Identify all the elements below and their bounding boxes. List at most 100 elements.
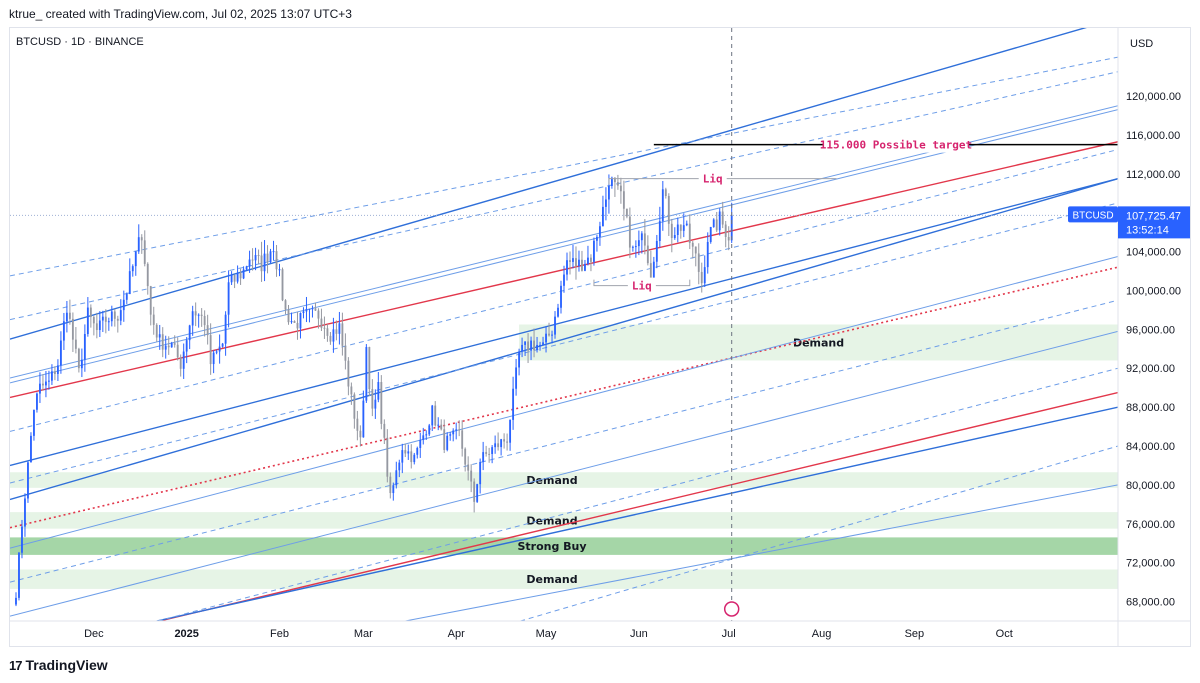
candle-body	[161, 334, 164, 350]
x-tick-label: Oct	[996, 628, 1013, 640]
candle-body	[83, 334, 86, 360]
x-tick-label: Dec	[84, 628, 104, 640]
candle-body	[233, 274, 236, 282]
price-label-value: 107,725.47	[1126, 210, 1181, 222]
x-tick-label: Mar	[354, 628, 373, 640]
candle-body	[140, 237, 143, 241]
candle-body	[260, 255, 263, 272]
zone-label: Strong Buy	[517, 540, 586, 553]
candle-body	[670, 223, 673, 238]
candle-body	[314, 308, 317, 311]
candle-body	[727, 236, 730, 241]
liq-label-bg	[627, 277, 656, 294]
trend-line	[156, 406, 1118, 621]
candle-body	[344, 345, 347, 361]
candle-body	[317, 310, 320, 319]
candle-body	[113, 311, 116, 319]
chart-credit: ktrue_ created with TradingView.com, Jul…	[9, 7, 352, 21]
candle-body	[572, 258, 574, 262]
candle-body	[371, 389, 374, 409]
candle-body	[640, 233, 643, 241]
candle-body	[392, 485, 395, 494]
candle-body	[422, 435, 425, 441]
candle-body	[602, 206, 604, 227]
x-tick-label: Apr	[448, 628, 465, 640]
candle-body	[530, 340, 532, 351]
candle-body	[386, 437, 389, 477]
candle-body	[50, 371, 53, 381]
candle-body	[712, 219, 715, 227]
candle-body	[275, 251, 278, 270]
candle-body	[500, 439, 503, 448]
candle-body	[437, 424, 440, 426]
zone-label: Demand	[793, 336, 844, 349]
candle-body	[625, 208, 628, 217]
candle-body	[685, 223, 688, 226]
candle-body	[667, 196, 670, 224]
candle-body	[566, 260, 568, 275]
y-tick-label: 72,000.00	[1126, 558, 1175, 570]
candle-body	[59, 340, 62, 366]
candle-body	[440, 424, 443, 430]
tradingview-logo[interactable]: 17 TradingView	[9, 657, 108, 673]
candle-body	[350, 386, 353, 395]
candle-body	[42, 383, 44, 386]
candle-body	[320, 318, 323, 328]
zone-label: Demand	[526, 573, 577, 586]
candle-body	[21, 526, 23, 553]
x-tick-label: Jul	[722, 628, 736, 640]
candle-body	[95, 323, 98, 331]
candle-body	[305, 309, 308, 312]
trend-line	[405, 484, 1118, 621]
candle-body	[524, 341, 526, 345]
candle-body	[146, 263, 149, 287]
trend-line	[10, 178, 1118, 467]
candle-body	[242, 269, 245, 279]
chart-panel[interactable]: Demand Demand Demand Strong Buy Demand 115.0…	[9, 27, 1191, 647]
candle-body	[607, 186, 610, 200]
candle-body	[610, 177, 613, 187]
candle-body	[308, 308, 311, 310]
candle-body	[488, 453, 491, 455]
candle-body	[718, 211, 721, 231]
candle-body	[296, 322, 299, 329]
candle-body	[649, 263, 652, 284]
candle-body	[419, 440, 422, 448]
candle-body	[536, 344, 538, 350]
candle-body	[326, 328, 329, 336]
logo-mark-icon: 17	[9, 657, 23, 673]
candle-body	[347, 360, 350, 387]
candle-body	[131, 266, 134, 272]
candle-body	[560, 285, 562, 308]
candle-body	[634, 246, 637, 248]
candle-body	[410, 451, 413, 463]
candle-body	[473, 481, 476, 502]
candle-body	[107, 321, 110, 323]
candle-body	[628, 216, 631, 248]
candle-body	[197, 314, 200, 316]
candle-body	[143, 240, 146, 264]
trend-line	[10, 56, 1118, 277]
candle-body	[449, 434, 452, 436]
price-label-countdown: 13:52:14	[1126, 224, 1169, 236]
liq-line	[608, 178, 837, 185]
y-tick-label: 80,000.00	[1126, 480, 1175, 492]
candle-body	[452, 430, 455, 435]
candle-body	[482, 452, 485, 462]
candle-body	[578, 259, 580, 266]
candle-body	[593, 240, 595, 262]
axes-layer: 68,000.00 72,000.00 76,000.00 80,000.00 84,0…	[10, 28, 1190, 646]
candle-body	[119, 310, 122, 321]
candle-body	[24, 498, 26, 527]
zone-demand	[10, 569, 1118, 589]
candle-body	[224, 314, 227, 344]
candle-body	[446, 435, 449, 450]
candle-body	[404, 450, 407, 454]
candle-body	[188, 325, 191, 341]
candle-body	[682, 225, 685, 231]
price-chart[interactable]: Demand Demand Demand Strong Buy Demand 115.0…	[10, 28, 1190, 646]
candle-body	[694, 246, 697, 254]
candle-body	[281, 269, 284, 301]
y-tick-label: 96,000.00	[1126, 324, 1175, 336]
x-tick-label: Sep	[905, 628, 925, 640]
